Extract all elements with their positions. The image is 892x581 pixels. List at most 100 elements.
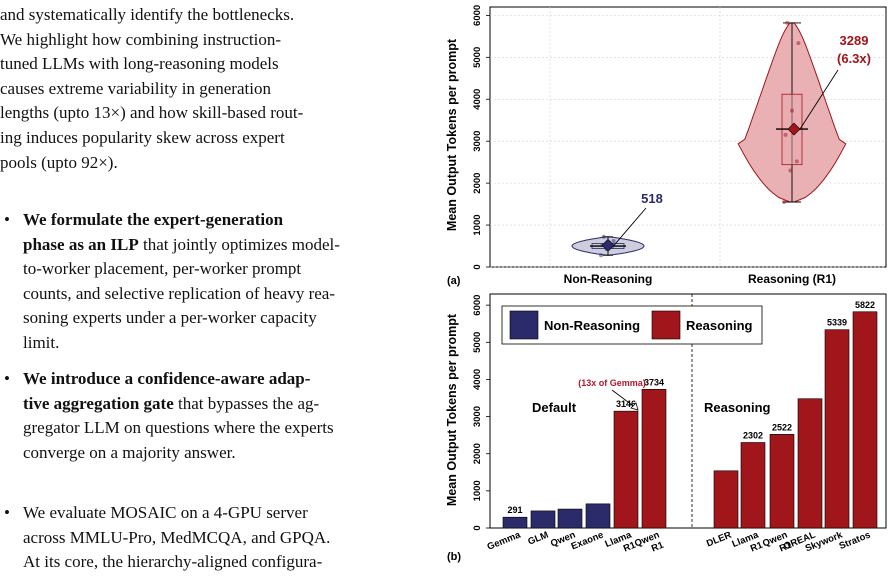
x-tick-label: LlamaR1 [604,529,638,560]
figure: 0 1000 2000 3000 4000 5000 6000 Mean Output To… [440,0,892,576]
bullet-line: We evaluate MOSAIC on a 4-GPU server [23,503,308,522]
callout-arrowhead [630,402,639,411]
y-tick-label: 3000 [472,131,483,152]
x-tick-label: QwenR1 [633,529,666,559]
intro-line: and systematically identify the bottlene… [0,5,295,24]
bullet-dot: • [4,503,10,522]
data-point [796,41,801,46]
callout-arrow [611,389,637,409]
intro-line: pools (upto 92×). [0,152,118,172]
x-tick-label: Exaone [570,530,605,553]
bullet-line: counts, and selective replication of hea… [23,283,336,303]
bullet-bold-text: We introduce a confidence-aware adap- [23,369,311,388]
x-tick-label: DLER [705,530,733,550]
bar-skywork [824,329,850,529]
bullet-line: At its core, the hierarchy-aligned confi… [23,552,323,572]
x-tick-label: LlamaR1 [731,529,765,560]
bar-stratos [852,311,878,529]
annotation-nonreasoning-mean: 518 [641,191,663,206]
annotation-reasoning-ratio: (6.3x) [837,51,871,66]
data-point [601,234,606,239]
intro-line: tuned LLMs with long-reasoning models [0,54,279,74]
bullet-bold-text: We formulate the expert-generation [23,210,284,229]
bar-gemma [502,516,528,529]
y-tick-label: 4000 [472,369,483,390]
data-point [611,239,616,243]
y-tick-label: 5000 [472,332,483,353]
panel-b-ticks: 0 1000 2000 3000 4000 5000 6000 [472,295,490,531]
bar-llama-r1 [613,410,639,529]
panel-a-label: (a) [447,275,461,287]
y-tick-label: 2000 [472,173,483,194]
panel-b-ylabel: Mean Output Tokens per prompt [445,313,459,506]
y-tick-label: 6000 [472,295,483,316]
y-tick-label: 2000 [472,443,483,464]
annotation-leader-reasoning [799,69,839,130]
data-point [782,200,786,204]
y-tick-label: 6000 [472,5,483,26]
y-tick-label: 4000 [472,89,483,110]
intro-line: ing induces popularity skew across exper… [0,127,285,147]
bar-qwen [557,508,583,529]
bullet-line: to-worker placement, per-worker prompt [23,259,302,279]
text-column: and systematically identify the bottlene… [0,0,432,576]
legend-swatch-nonreasoning [509,310,539,340]
bullet-bold-text: tive aggregation gate [23,393,174,413]
bar-qwen-r1 [769,434,795,529]
x-tick-label: GLM [526,530,550,548]
data-point [790,108,794,113]
panel-a-ylabel: Mean Output Tokens per prompt [445,38,459,231]
y-tick-label: 1000 [472,214,483,235]
intro-line: We highlight how combining instruction- [0,29,281,49]
bullet-line: converge on a majority answer. [23,442,236,462]
bar-value-label: 2522 [772,422,792,432]
panel-a-xtick-nonreasoning: Non-Reasoning [564,272,653,286]
bullet-dot: • [4,210,10,229]
data-point [599,253,603,258]
bar-value-label: 3146 [616,399,636,409]
group-label-reasoning: Reasoning [704,400,771,415]
bar-exaone [585,503,611,529]
bullet-line: We formulate the expert-generation [0,208,432,233]
mean-marker [787,122,801,136]
bar-llama-r1 [740,442,766,529]
y-tick-label: 5000 [472,47,483,68]
panel-a-violins [571,20,847,258]
bar-value-label: 291 [507,505,522,515]
bullet-dot: • [4,369,10,388]
bullet-text: that jointly optimizes model- [138,234,340,254]
x-tick-label: Gemma [486,529,523,553]
bar-oreal [797,398,823,529]
bar-value-label: 2302 [743,430,763,440]
contribution-bullet-evaluation: • We evaluate MOSAIC on a 4-GPU server acr… [0,501,432,575]
callout-13x-gemma: (13x of Gemma) [578,378,646,388]
bullet-bold-text: phase as an ILP [23,234,139,254]
group-label-default: Default [532,400,577,415]
bullet-line: soning experts under a per-worker capaci… [23,308,317,328]
annotation-leader-nonreasoning [613,207,647,246]
panel-a-xtick-reasoning: Reasoning (R1) [748,272,836,286]
y-tick-label: 1000 [472,480,483,501]
y-tick-label: 0 [472,525,483,530]
panel-b-label: (b) [447,551,461,563]
bullet-line: across MMLU-Pro, MedMCQA, and GPQA. [23,527,331,547]
bullet-line: We introduce a confidence-aware adap- [0,367,432,392]
intro-line: causes extreme variability in generation [0,78,271,98]
bullet-line: tive aggregation gate that bypasses the … [0,392,432,417]
bullet-line: limit. [23,332,60,352]
y-tick-label: 3000 [472,406,483,427]
intro-line: lengths (upto 13×) and how skill-based r… [0,103,304,123]
data-point [783,132,788,137]
legend: Non-Reasoning Reasoning [501,305,763,345]
contribution-bullet-gate: • We introduce a confidence-aware adap-ti… [0,367,432,465]
data-point [785,20,790,25]
contribution-bullet-ilp: • We formulate the expert-generation phase… [0,208,432,356]
bar-qwen-r1 [641,389,667,529]
data-point [788,168,793,173]
legend-label-reasoning: Reasoning [686,318,753,333]
legend-label-nonreasoning: Non-Reasoning [544,318,640,333]
panel-a-grid [490,7,886,268]
bar-glm [530,510,556,529]
bar-value-label: 3734 [644,377,664,387]
